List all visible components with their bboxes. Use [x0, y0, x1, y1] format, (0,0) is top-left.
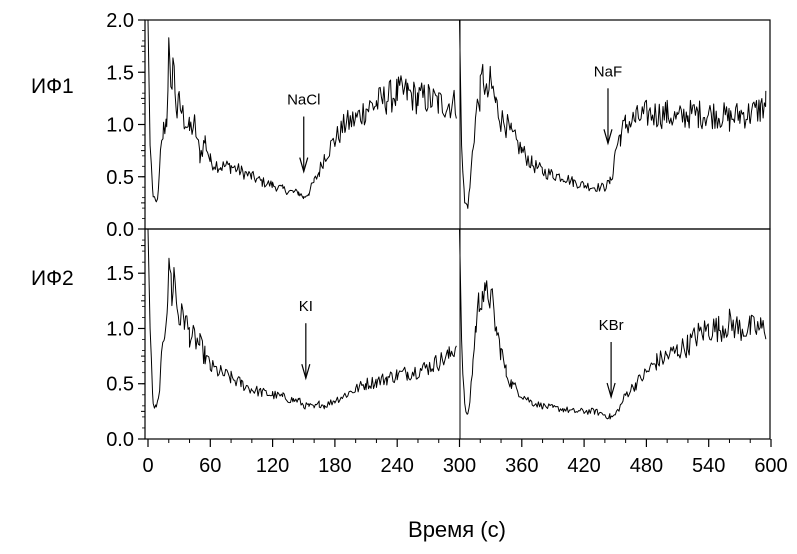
x-tick-label: 240: [381, 455, 414, 477]
panel-bottom-y-axis: 0.0 0.5 1.0 1.5: [106, 228, 145, 451]
x-tick-label: 120: [256, 455, 289, 477]
annotation-label: NaCl: [287, 92, 320, 109]
y-tick-label: 1.5: [106, 62, 134, 84]
y-tick-label: 0.5: [106, 374, 134, 396]
series-line-1: [147, 19, 457, 203]
series-line-1: [147, 228, 457, 410]
y-tick-label: 1.0: [106, 115, 134, 137]
x-tick-label: 540: [692, 455, 725, 477]
x-tick-label: 180: [318, 455, 351, 477]
panel-bottom-annotations: KI KBr: [299, 298, 624, 400]
x-tick-label: 60: [199, 455, 221, 477]
y-tick-label: 2.0: [106, 10, 134, 32]
panel-bottom-series: [147, 228, 767, 420]
annotation-label: KI: [299, 298, 313, 315]
panel-top-label: ИФ1: [31, 75, 74, 98]
x-axis-label: Время (с): [408, 517, 506, 542]
x-tick-label: 300: [443, 455, 476, 477]
annotation-arrow-head: [606, 382, 616, 400]
panel-top-y-axis: 0.0 0.5 1.0 1.5 2.0: [106, 10, 145, 241]
x-tick-label: 480: [630, 455, 663, 477]
y-tick-label: 0.5: [106, 167, 134, 189]
panel-bottom-label: ИФ2: [31, 267, 74, 290]
panel-top-series: [147, 19, 767, 209]
annotation-arrow-head: [603, 129, 613, 146]
y-tick-label: 0.0: [106, 429, 134, 451]
x-tick-label: 0: [142, 455, 153, 477]
panel-top: ИФ1 0.0 0.5 1.0 1.5 2.0 NaCl NaF: [31, 10, 771, 241]
annotation-label: KBr: [599, 317, 624, 334]
y-tick-label: 1.0: [106, 318, 134, 340]
x-tick-label: 600: [754, 455, 787, 477]
series-line-2: [459, 228, 767, 420]
panel-top-annotations: NaCl NaF: [287, 63, 622, 174]
y-tick-label: 0.0: [106, 219, 134, 241]
series-line-2: [459, 19, 767, 209]
y-tick-label: 1.5: [106, 263, 134, 285]
annotation-arrow-head: [299, 157, 309, 174]
annotation-arrow-head: [301, 364, 311, 381]
x-tick-label: 360: [505, 455, 538, 477]
x-axis: 0 60 120 180 240 300 360 420 480 540 600: [142, 439, 788, 477]
x-tick-label: 420: [567, 455, 600, 477]
annotation-label: NaF: [594, 63, 622, 80]
panel-bottom-frame: [144, 228, 771, 440]
panel-bottom: ИФ2 0.0 0.5 1.0 1.5 KI KBr: [31, 228, 771, 451]
